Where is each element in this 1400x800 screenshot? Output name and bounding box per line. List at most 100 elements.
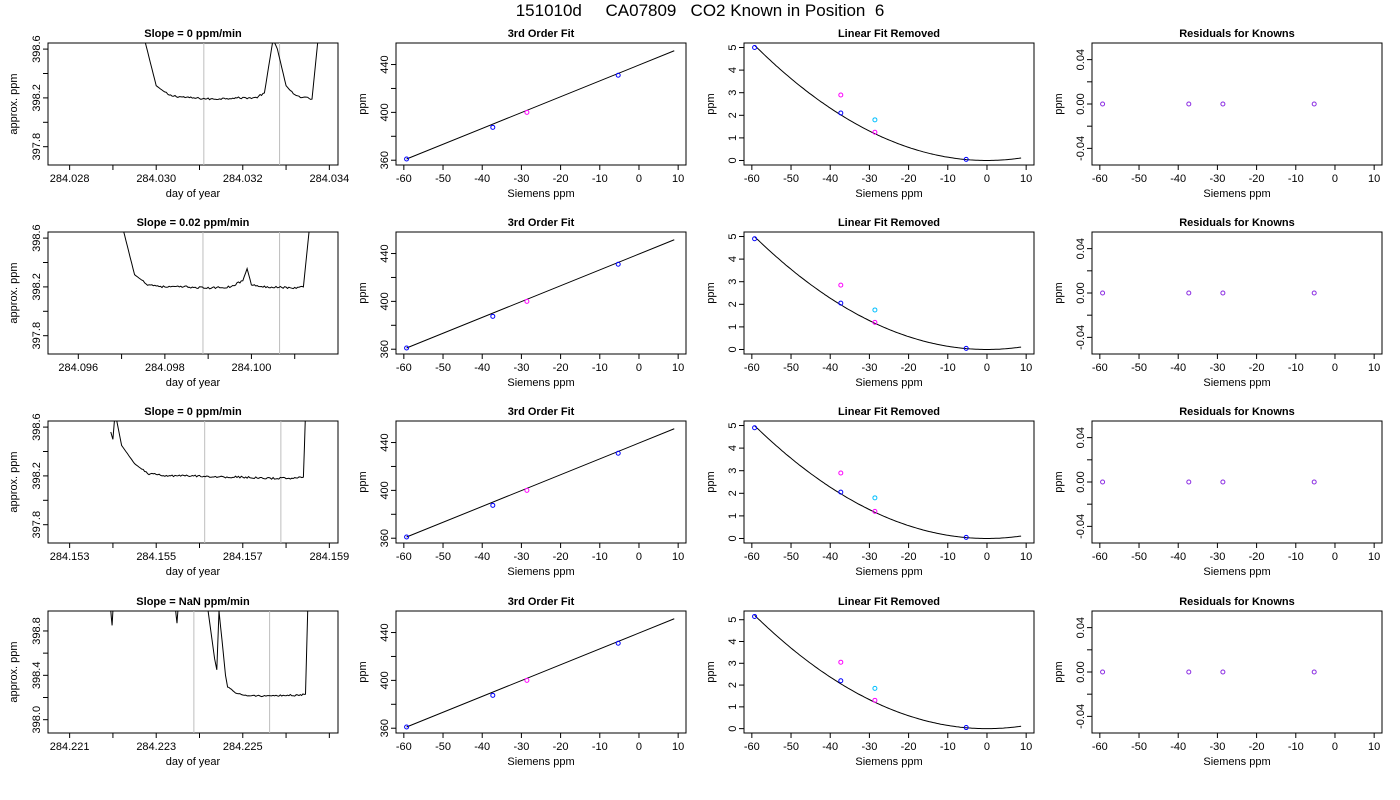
data-point — [838, 300, 844, 306]
x-tick-label: 284.155 — [136, 551, 176, 563]
panel-2-1: 3rd Order Fit -60 -50 -40 -30 -20 -10 0 10 Siemen… — [357, 406, 687, 578]
x-tick-label: -60 — [396, 173, 412, 185]
x-tick-label: -60 — [744, 173, 760, 185]
x-tick-label: -30 — [861, 551, 877, 563]
y-axis-label: approx. ppm — [8, 451, 20, 512]
panel-0-2: Linear Fit Removed-60 -50 -40 -30 -20 -10 0 10S… — [705, 28, 1035, 200]
x-tick-label: 284.028 — [50, 173, 90, 185]
y-tick-label: 398.4 — [31, 662, 43, 690]
x-tick-label: -30 — [861, 362, 877, 374]
y-tick-label: 440 — [379, 433, 391, 451]
x-tick-label: -20 — [553, 173, 569, 185]
fit-line — [406, 428, 675, 538]
panel-title: 3rd Order Fit — [508, 28, 575, 40]
data-point — [1311, 669, 1317, 675]
panel-title: Residuals for Knowns — [1179, 217, 1295, 229]
x-tick-label: 0 — [1332, 362, 1338, 374]
panel-1-3: Residuals for Knowns -60 -50 -40 -30 -20 -10 0 1… — [1053, 217, 1383, 389]
data-point — [1100, 101, 1106, 107]
panel-3-1: 3rd Order Fit -60 -50 -40 -30 -20 -10 0 10 Siemen… — [357, 596, 687, 768]
plot-frame — [743, 420, 1035, 544]
panel-title: Slope = NaN ppm/min — [136, 596, 250, 608]
y-tick-label: 360 — [379, 151, 391, 169]
y-axis-label: ppm — [705, 661, 717, 682]
x-tick-label: -50 — [435, 551, 451, 563]
fit-line — [406, 50, 675, 160]
x-tick-label: 0 — [1332, 551, 1338, 563]
y-tick-label: 1 — [727, 135, 739, 141]
plot-frame — [743, 231, 1035, 355]
y-axis-label: approx. ppm — [8, 641, 20, 702]
data-point — [1100, 290, 1106, 296]
plot-frame — [47, 42, 339, 166]
panel-title: 3rd Order Fit — [508, 406, 575, 418]
x-tick-label: -10 — [592, 741, 608, 753]
x-axis-label: Siemens ppm — [855, 188, 922, 200]
x-tick-label: -50 — [783, 741, 799, 753]
x-tick-label: -20 — [553, 741, 569, 753]
y-tick-label: 400 — [379, 103, 391, 121]
y-axis-label: ppm — [705, 93, 717, 114]
data-point — [752, 236, 758, 242]
y-tick-label: 0 — [727, 535, 739, 541]
x-tick-label: 0 — [636, 362, 642, 374]
data-trace — [110, 421, 306, 480]
plot-frame — [395, 610, 687, 734]
x-tick-label: 284.030 — [136, 173, 176, 185]
x-tick-label: -60 — [1092, 741, 1108, 753]
y-tick-label: 1 — [727, 704, 739, 710]
plot-frame — [395, 42, 687, 166]
panel-title: Slope = 0 ppm/min — [144, 28, 242, 40]
x-axis-label: day of year — [166, 566, 221, 578]
y-axis-label: ppm — [357, 661, 369, 682]
plot-frame — [1091, 231, 1383, 355]
y-tick-label: 398.2 — [31, 84, 43, 112]
x-tick-label: 284.034 — [309, 173, 349, 185]
data-point — [838, 92, 844, 98]
data-point — [872, 685, 878, 691]
x-tick-label: -60 — [396, 551, 412, 563]
y-tick-label: 440 — [379, 55, 391, 73]
x-tick-label: -40 — [822, 173, 838, 185]
x-axis-label: day of year — [166, 377, 221, 389]
y-axis-label: approx. ppm — [8, 262, 20, 323]
plot-frame — [47, 231, 339, 355]
x-tick-label: -40 — [822, 551, 838, 563]
y-tick-label: 360 — [379, 340, 391, 358]
x-tick-label: 284.225 — [223, 741, 263, 753]
x-tick-label: 0 — [636, 551, 642, 563]
x-axis-label: Siemens ppm — [507, 756, 574, 768]
data-point — [1186, 479, 1192, 485]
x-tick-label: -20 — [901, 362, 917, 374]
data-trace — [144, 43, 319, 101]
panel-title: Slope = 0.02 ppm/min — [137, 217, 250, 229]
y-tick-label: 1 — [727, 324, 739, 330]
y-tick-label: 0 — [727, 346, 739, 352]
x-tick-label: -20 — [901, 551, 917, 563]
panel-0-1: 3rd Order Fit -60 -50 -40 -30 -20 -10 0 10 Siemen… — [357, 28, 687, 200]
data-point — [1220, 290, 1226, 296]
panel-title: 3rd Order Fit — [508, 596, 575, 608]
fit-curve — [754, 425, 1022, 539]
panel-2-0: Slope = 0 ppm/min 284.153 284.155 284.157 28… — [8, 406, 349, 578]
y-tick-label: 3 — [727, 279, 739, 285]
y-tick-label: 398.6 — [31, 413, 43, 441]
y-axis-label: ppm — [1053, 282, 1065, 303]
x-tick-label: -10 — [592, 551, 608, 563]
data-point — [963, 345, 969, 351]
plot-frame — [1091, 42, 1383, 166]
y-tick-label: 0.00 — [1075, 471, 1087, 492]
x-tick-label: -30 — [513, 551, 529, 563]
x-tick-label: 284.223 — [136, 741, 176, 753]
data-point — [752, 613, 758, 619]
data-point — [1100, 669, 1106, 675]
x-axis-label: Siemens ppm — [1203, 377, 1270, 389]
data-point — [404, 724, 410, 730]
plot-frame — [743, 610, 1035, 734]
y-tick-label: -0.04 — [1075, 136, 1087, 161]
y-tick-label: 1 — [727, 513, 739, 519]
data-point — [963, 725, 969, 731]
panel-0-0: Slope = 0 ppm/min 284.028 284.030 284.032 28… — [8, 28, 349, 200]
x-tick-label: 0 — [984, 741, 990, 753]
